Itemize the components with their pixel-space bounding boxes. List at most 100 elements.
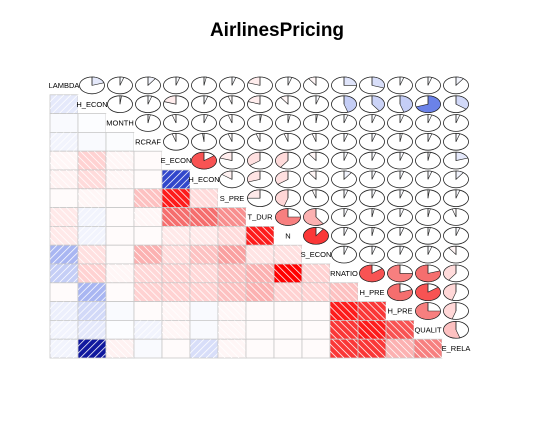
cell-14-3 <box>134 339 162 358</box>
cell-1-5 <box>192 96 217 113</box>
cell-1-6 <box>220 96 245 113</box>
cell-2-14 <box>444 115 469 132</box>
diagonal-label: S_PRE <box>220 194 245 203</box>
shade-rect <box>106 245 134 264</box>
cell-10-13 <box>416 265 441 282</box>
shade-rect <box>246 320 274 339</box>
cell-14-7 <box>246 339 274 358</box>
cell-3-13 <box>416 133 441 150</box>
cell-12-3 <box>134 302 162 321</box>
shade-rect <box>190 302 218 321</box>
cell-5-6 <box>220 171 245 188</box>
diagonal-label: H_PRE <box>387 307 412 316</box>
shade-rect <box>274 302 302 321</box>
cell-6-2 <box>106 189 134 208</box>
cell-0-2 <box>108 77 133 94</box>
cell-7-11 <box>360 209 385 226</box>
cell-1-11 <box>360 96 385 113</box>
cell-11-13 <box>415 284 440 301</box>
cell-8-11 <box>360 227 385 244</box>
cell-10-12 <box>388 265 413 282</box>
diagonal-label: H_ECON <box>76 100 107 109</box>
cell-2-11 <box>360 115 385 132</box>
cell-6-7 <box>248 190 273 207</box>
cell-4-3 <box>134 151 162 170</box>
cell-6-14 <box>444 190 469 207</box>
cell-7-13 <box>416 209 441 226</box>
shade-rect <box>106 189 134 208</box>
cell-2-10 <box>332 115 357 132</box>
cell-1-14 <box>444 96 469 113</box>
cell-8-2 <box>106 226 134 245</box>
cell-6-13 <box>416 190 441 207</box>
cell-11-0 <box>50 283 78 302</box>
cell-8-10 <box>332 227 357 244</box>
cell-4-5 <box>191 152 216 169</box>
cell-10-14 <box>443 265 468 282</box>
cell-12-7 <box>246 302 274 321</box>
shade-rect <box>50 114 78 133</box>
shade-rect <box>162 339 190 358</box>
diagonal-label: RNATIO <box>330 269 358 278</box>
cell-2-0 <box>50 114 78 133</box>
cell-0-9 <box>304 77 329 94</box>
cell-14-8 <box>274 339 302 358</box>
diagonal-label: N <box>285 231 290 240</box>
cell-14-9 <box>302 339 330 358</box>
cell-9-14 <box>444 246 469 263</box>
diagonal-label: RCRAF <box>135 137 161 146</box>
cell-7-10 <box>332 209 357 226</box>
cell-5-7 <box>248 171 273 188</box>
cell-13-2 <box>106 320 134 339</box>
cell-0-5 <box>192 77 217 94</box>
shade-rect <box>246 302 274 321</box>
cell-6-0 <box>50 189 78 208</box>
cell-12-8 <box>274 302 302 321</box>
diagonal-label: QUALIT <box>414 325 442 334</box>
cell-11-2 <box>106 283 134 302</box>
shade-rect <box>274 339 302 358</box>
cell-1-9 <box>304 96 329 113</box>
shade-rect <box>134 339 162 358</box>
shade-rect <box>106 132 134 151</box>
shade-rect <box>106 302 134 321</box>
diagonal-label: E_RELA <box>442 344 471 353</box>
cell-1-7 <box>248 96 273 113</box>
shade-rect <box>302 320 330 339</box>
shade-rect <box>134 170 162 189</box>
cell-4-8 <box>276 152 301 169</box>
cell-3-9 <box>304 133 329 150</box>
shade-rect <box>106 226 134 245</box>
cell-7-2 <box>106 208 134 227</box>
cell-7-14 <box>444 209 469 226</box>
cell-6-10 <box>332 190 357 207</box>
cell-1-12 <box>388 96 413 113</box>
cell-2-13 <box>416 115 441 132</box>
shade-rect <box>50 189 78 208</box>
cell-5-14 <box>444 171 469 188</box>
diagonal-label: H_ECON <box>188 175 219 184</box>
cell-1-13 <box>416 96 441 113</box>
cell-3-2 <box>106 132 134 151</box>
cell-3-11 <box>360 133 385 150</box>
shade-rect <box>106 283 134 302</box>
cell-3-10 <box>332 133 357 150</box>
cell-9-2 <box>106 245 134 264</box>
cell-6-11 <box>360 190 385 207</box>
shade-rect <box>246 339 274 358</box>
cell-1-8 <box>276 96 301 113</box>
cell-0-1 <box>80 77 105 94</box>
cell-0-3 <box>136 77 161 94</box>
diagonal-label: T_DUR <box>247 213 273 222</box>
cell-14-4 <box>162 339 190 358</box>
cell-13-5 <box>190 320 218 339</box>
cell-1-3 <box>136 96 161 113</box>
cell-6-8 <box>276 190 301 207</box>
shade-rect <box>78 132 106 151</box>
cell-4-9 <box>304 152 329 169</box>
cell-0-6 <box>220 77 245 94</box>
cell-0-10 <box>332 77 357 94</box>
cell-5-11 <box>360 171 385 188</box>
